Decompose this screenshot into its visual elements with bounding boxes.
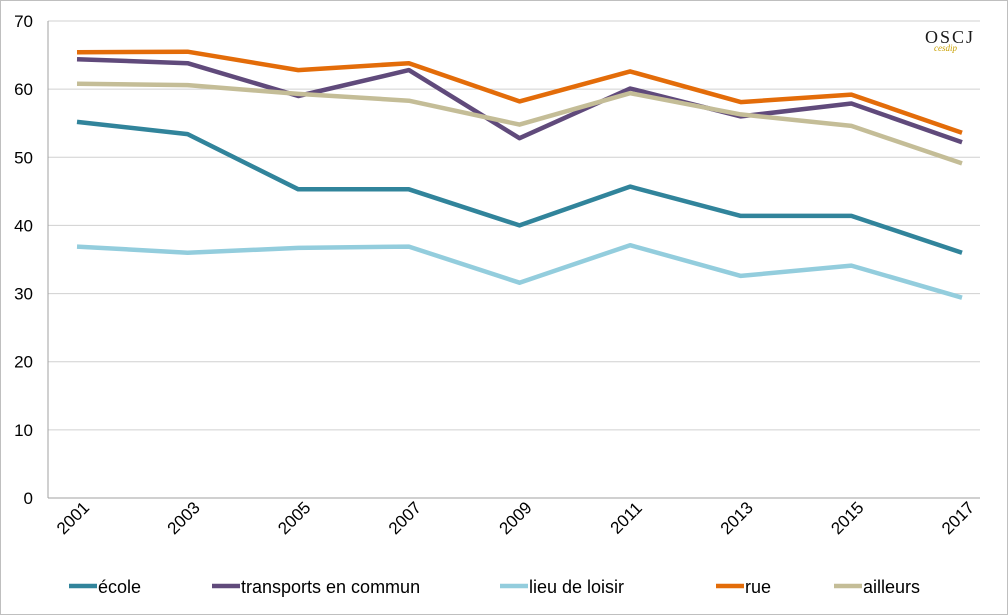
logo-sub-text: cesdip bbox=[934, 43, 957, 53]
series-line-4 bbox=[76, 81, 963, 166]
legend-item: ailleurs bbox=[834, 577, 920, 597]
series-line-0 bbox=[76, 119, 963, 255]
legend-item: rue bbox=[716, 577, 771, 597]
series-line-3 bbox=[76, 49, 963, 135]
x-tick-label: 2015 bbox=[827, 498, 867, 538]
y-tick-label: 50 bbox=[14, 148, 33, 167]
y-tick-label: 0 bbox=[24, 489, 33, 508]
legend-item: école bbox=[69, 577, 141, 597]
y-tick-label: 60 bbox=[14, 80, 33, 99]
y-axis-ticks: 0 10 20 30 40 50 60 70 bbox=[14, 12, 33, 508]
x-tick-label: 2011 bbox=[607, 498, 646, 537]
y-tick-label: 40 bbox=[14, 216, 33, 235]
legend-label: transports en commun bbox=[241, 577, 420, 597]
x-axis-ticks: 2001 2003 2005 2007 2009 2011 2013 2015 2017 bbox=[53, 498, 978, 538]
legend-label: école bbox=[98, 577, 141, 597]
series-line-2 bbox=[76, 242, 963, 300]
x-tick-label: 2013 bbox=[717, 498, 757, 538]
x-tick-label: 2017 bbox=[938, 498, 978, 538]
x-tick-label: 2001 bbox=[53, 498, 93, 538]
legend-label: rue bbox=[745, 577, 771, 597]
x-tick-label: 2003 bbox=[164, 498, 204, 538]
legend-item: lieu de loisir bbox=[500, 577, 624, 597]
legend-label: ailleurs bbox=[863, 577, 920, 597]
y-tick-label: 70 bbox=[14, 12, 33, 31]
series-lines bbox=[76, 49, 963, 300]
oscj-logo: OSCJ cesdip bbox=[925, 27, 975, 53]
x-tick-label: 2005 bbox=[274, 498, 314, 538]
legend: école transports en commun lieu de loisir r… bbox=[69, 577, 920, 597]
y-tick-label: 10 bbox=[14, 421, 33, 440]
series-line-1 bbox=[76, 56, 963, 145]
legend-label: lieu de loisir bbox=[529, 577, 624, 597]
x-tick-label: 2009 bbox=[496, 498, 536, 538]
legend-item: transports en commun bbox=[212, 577, 420, 597]
x-tick-label: 2007 bbox=[385, 498, 425, 538]
logo-main-text: OSCJ bbox=[925, 27, 975, 47]
y-tick-label: 20 bbox=[14, 353, 33, 372]
gridlines bbox=[47, 20, 980, 499]
y-tick-label: 30 bbox=[14, 285, 33, 304]
